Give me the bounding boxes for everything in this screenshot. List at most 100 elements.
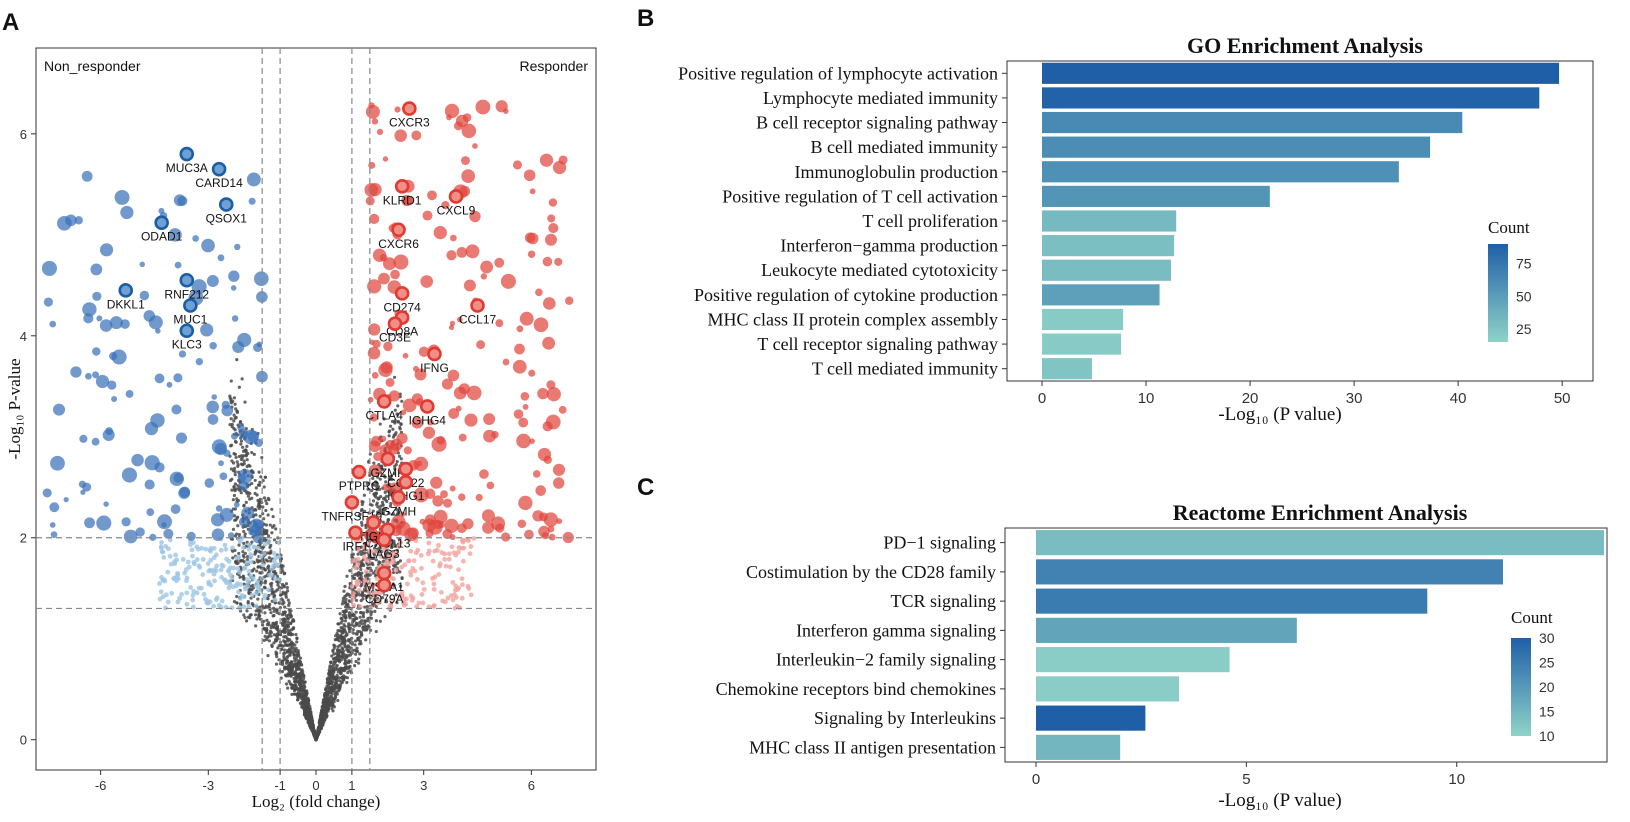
- bar: [1042, 62, 1560, 84]
- up-strong-point: [548, 533, 556, 541]
- up-strong-point: [543, 455, 552, 464]
- ns-point: [332, 700, 336, 704]
- down-weak-point: [222, 542, 228, 548]
- ns-point: [380, 596, 385, 600]
- ns-point: [278, 593, 283, 597]
- ns-point: [294, 633, 298, 637]
- ns-point: [335, 678, 339, 683]
- ns-point: [340, 619, 344, 623]
- ns-point: [267, 497, 271, 502]
- ns-point: [269, 551, 273, 555]
- up-weak-point: [416, 600, 422, 606]
- ns-point: [328, 703, 333, 707]
- down-strong-point: [248, 197, 256, 205]
- down-weak-point: [244, 560, 250, 566]
- labeled-gene-point: [398, 461, 414, 477]
- ns-point: [242, 504, 246, 508]
- gene-label: QSOX1: [206, 212, 248, 226]
- up-strong-point: [394, 106, 401, 113]
- up-strong-point: [367, 346, 381, 360]
- down-weak-point: [230, 545, 235, 551]
- ns-point: [250, 496, 254, 500]
- ns-point: [235, 409, 239, 414]
- ns-point: [340, 629, 344, 633]
- ns-point: [292, 679, 297, 684]
- down-weak-point: [255, 545, 261, 551]
- ns-point: [360, 590, 365, 594]
- down-strong-point: [241, 506, 254, 520]
- down-strong-point: [107, 380, 117, 390]
- up-strong-point: [538, 525, 550, 538]
- up-strong-point: [500, 273, 516, 289]
- labeled-gene-point: [391, 222, 406, 238]
- down-weak-point: [219, 562, 225, 568]
- category-label: Interferon gamma signaling: [796, 620, 996, 640]
- ns-point: [287, 662, 292, 666]
- up-weak-point: [436, 542, 441, 548]
- ns-point: [352, 624, 356, 628]
- reactome-x-axis: 0 5 10: [1032, 762, 1465, 788]
- up-strong-point: [388, 390, 401, 402]
- ns-point: [228, 394, 232, 398]
- ns-point: [393, 464, 397, 468]
- up-strong-point: [449, 485, 456, 492]
- gene-label: CD3E: [379, 331, 411, 345]
- category-label: Positive regulation of lymphocyte activa…: [678, 63, 998, 83]
- ns-point: [332, 676, 336, 680]
- ns-point: [359, 610, 363, 615]
- ns-point: [375, 486, 379, 491]
- ns-point: [393, 408, 397, 412]
- reactome-chart-title: Reactome Enrichment Analysis: [1173, 500, 1468, 525]
- ns-point: [365, 608, 369, 612]
- down-strong-point: [246, 172, 261, 187]
- reactome-count-legend: Count 10 15 20 25 30: [1511, 608, 1555, 744]
- ns-point: [340, 640, 344, 644]
- ns-point: [387, 430, 391, 434]
- ns-point: [348, 616, 352, 620]
- down-strong-point: [238, 473, 247, 482]
- category-label: Immunoglobulin production: [795, 162, 998, 182]
- down-weak-point: [163, 543, 169, 549]
- legend-tick-label: 30: [1539, 630, 1555, 646]
- ns-point: [300, 673, 304, 677]
- ns-point: [257, 615, 261, 619]
- ns-point: [389, 475, 393, 479]
- ns-point: [344, 616, 348, 620]
- ns-point: [268, 602, 272, 606]
- ns-point: [353, 648, 357, 652]
- up-strong-point: [545, 414, 561, 430]
- ns-point: [330, 685, 334, 689]
- ns-point: [295, 640, 299, 644]
- ns-point: [325, 714, 329, 718]
- ns-point: [230, 425, 234, 429]
- ns-point: [398, 584, 403, 588]
- ns-point: [234, 455, 238, 460]
- ns-point: [393, 467, 397, 471]
- ns-point: [377, 487, 382, 491]
- up-strong-point: [449, 320, 456, 327]
- ns-point: [376, 512, 381, 516]
- down-strong-point: [125, 390, 134, 398]
- up-strong-point: [433, 509, 448, 524]
- ns-point: [283, 657, 287, 662]
- ns-point: [281, 629, 285, 633]
- ns-point: [384, 600, 389, 604]
- ns-point: [400, 399, 404, 403]
- ns-point: [387, 477, 392, 482]
- ns-point: [378, 477, 382, 481]
- ns-point: [343, 641, 347, 646]
- ns-point: [323, 691, 327, 696]
- up-strong-point: [367, 396, 374, 403]
- ns-point: [277, 644, 281, 648]
- up-strong-point: [390, 269, 400, 280]
- gene-label: KLC3: [172, 338, 202, 352]
- down-strong-point: [232, 340, 245, 354]
- ns-point: [271, 515, 275, 519]
- ns-point: [396, 404, 400, 408]
- ns-point: [374, 558, 378, 562]
- x-tick-label: 20: [1242, 390, 1259, 407]
- ns-point: [359, 574, 363, 579]
- x-tick-label: 6: [528, 778, 535, 793]
- up-strong-point: [388, 443, 400, 455]
- ns-point: [312, 728, 316, 733]
